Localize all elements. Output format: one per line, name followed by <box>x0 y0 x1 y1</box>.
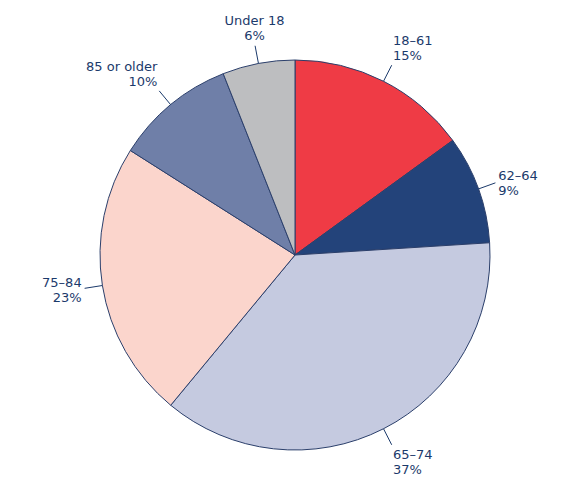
svg-text:75–8423%: 75–8423% <box>42 275 82 305</box>
svg-text:18–6115%: 18–6115% <box>393 33 433 63</box>
svg-text:Under 186%: Under 186% <box>225 13 285 43</box>
svg-text:62–649%: 62–649% <box>498 168 538 198</box>
svg-text:65–7437%: 65–7437% <box>393 447 433 477</box>
svg-text:85 or older10%: 85 or older10% <box>86 59 158 89</box>
